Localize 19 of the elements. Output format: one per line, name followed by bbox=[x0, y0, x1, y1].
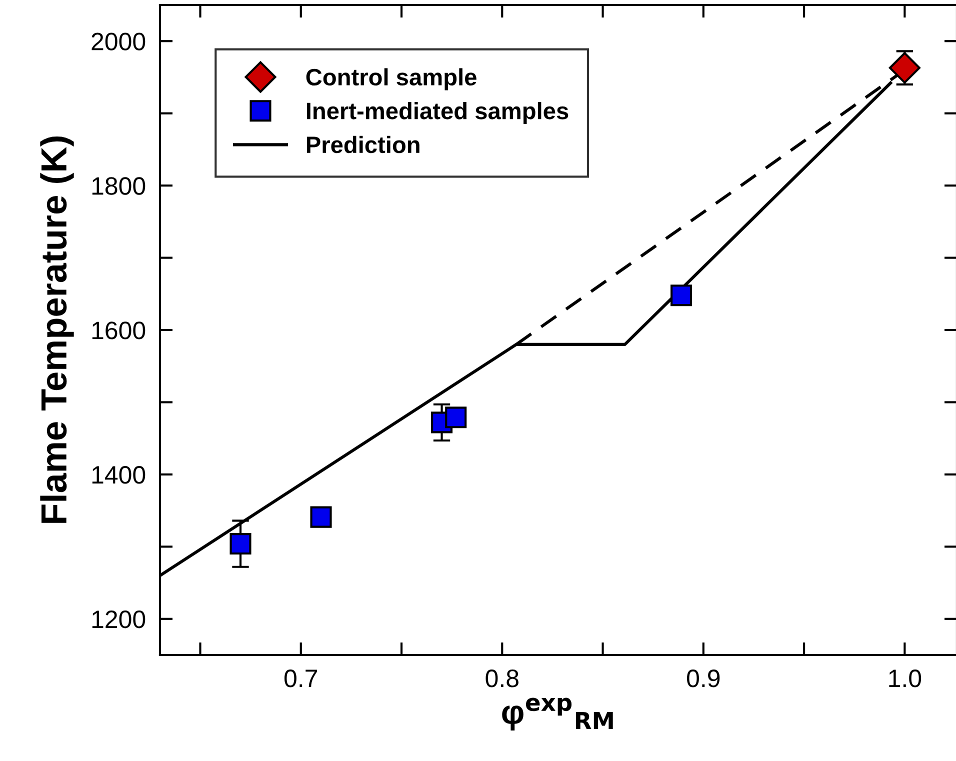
x-tick-label: 0.7 bbox=[284, 670, 318, 688]
y-tick-label: 2000 bbox=[92, 32, 146, 50]
x-tick-label: 0.9 bbox=[687, 670, 720, 688]
legend-label: Control sample bbox=[306, 68, 476, 90]
y-tick-label: 1800 bbox=[92, 177, 146, 195]
point bbox=[310, 506, 332, 528]
y-tick-label: 1200 bbox=[92, 610, 146, 628]
y-tick-label: 1600 bbox=[92, 322, 146, 340]
y-axis-title: Flame Temperature (K) bbox=[40, 136, 74, 523]
point bbox=[670, 284, 692, 306]
point bbox=[445, 406, 467, 428]
point bbox=[888, 52, 920, 84]
legend-label: Prediction bbox=[306, 136, 420, 154]
legend-label: Inert-mediated samples bbox=[306, 102, 568, 124]
y-tick-label: 1400 bbox=[92, 466, 146, 484]
point bbox=[230, 533, 252, 555]
x-tick-label: 1.0 bbox=[889, 670, 922, 688]
x-tick-label: 0.8 bbox=[486, 670, 518, 688]
x-axis-title: φ$^{exp}$$_{RM}$ bbox=[502, 698, 613, 730]
